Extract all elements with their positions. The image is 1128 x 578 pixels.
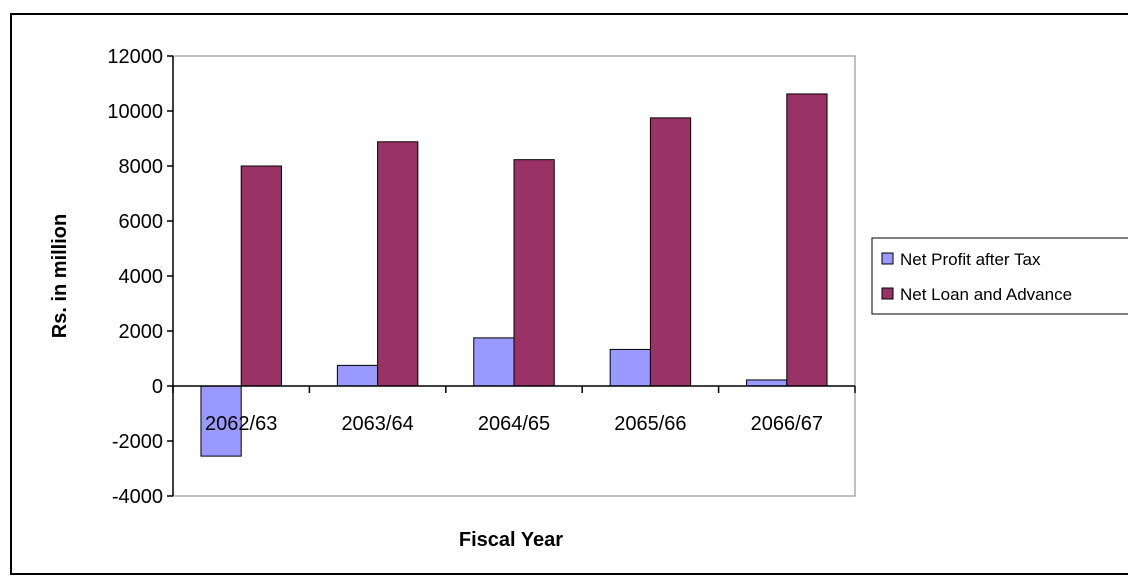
x-tick-label: 2064/65 <box>478 413 550 435</box>
bar <box>513 159 555 387</box>
legend-label: Net Profit after Tax <box>900 250 1041 269</box>
y-tick-label: 6000 <box>119 211 164 233</box>
legend-swatch <box>881 287 894 300</box>
bar <box>200 385 242 457</box>
y-tick-label: 4000 <box>119 266 164 288</box>
legend-label: Net Loan and Advance <box>900 285 1072 304</box>
y-tick-label: -4000 <box>112 486 163 508</box>
y-axis-ticks: -4000 -2000 0 2000 4000 6000 8000 10000 12000 <box>107 46 173 508</box>
legend-box <box>871 237 1128 315</box>
bar <box>786 93 828 387</box>
bar <box>240 165 282 387</box>
bar <box>609 348 651 387</box>
x-axis-ticks <box>172 386 856 393</box>
bar <box>746 379 788 387</box>
bars <box>200 93 828 457</box>
y-tick-label: 0 <box>152 376 163 398</box>
legend: Net Profit after Tax Net Loan and Advance <box>871 237 1128 315</box>
x-tick-label: 2065/66 <box>614 413 686 435</box>
bar <box>473 337 515 387</box>
y-tick-label: 2000 <box>119 321 164 343</box>
x-tick-label: 2066/67 <box>751 413 823 435</box>
y-tick-label: 8000 <box>119 156 164 178</box>
x-tick-label: 2062/63 <box>205 413 277 435</box>
x-axis-tick-labels: 2062/63 2063/64 2064/65 2065/66 2066/67 <box>205 413 823 435</box>
y-tick-label: 10000 <box>107 101 163 123</box>
bar <box>649 117 692 387</box>
legend-swatch <box>881 252 894 265</box>
y-axis-title: Rs. in million <box>49 214 71 338</box>
bar <box>336 364 379 387</box>
x-tick-label: 2063/64 <box>341 413 413 435</box>
y-tick-label: 12000 <box>107 46 163 68</box>
bar <box>377 141 419 387</box>
x-axis-title: Fiscal Year <box>459 529 563 551</box>
y-tick-label: -2000 <box>112 431 163 453</box>
